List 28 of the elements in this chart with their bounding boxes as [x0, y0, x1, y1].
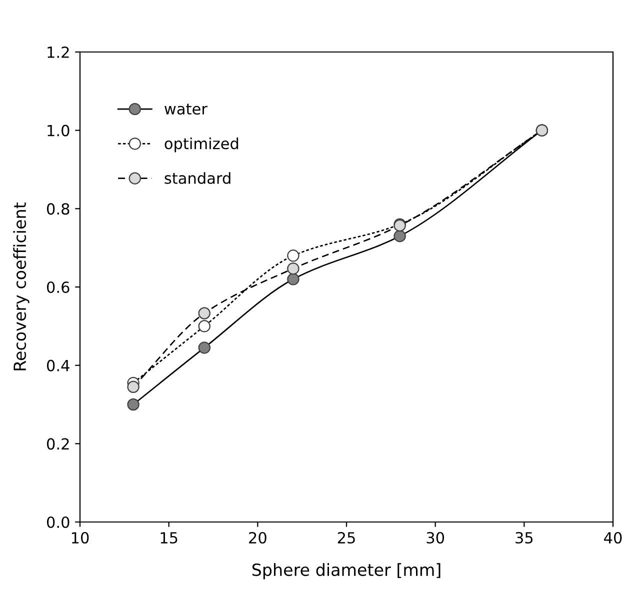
point: [287, 273, 300, 286]
point: [198, 307, 210, 320]
x-tick-label: 40: [604, 532, 622, 544]
point: [198, 320, 210, 332]
y-axis-title: Recovery coefficient: [13, 202, 30, 370]
y-tick-label: 0.8: [46, 203, 70, 215]
point: [127, 398, 140, 411]
x-tick-label: 35: [516, 532, 533, 544]
point: [198, 342, 210, 354]
legend-label: water: [164, 104, 208, 115]
y-tick-label: 0.6: [46, 281, 70, 294]
point: [287, 262, 300, 275]
y-tick-label: 0.4: [46, 360, 70, 372]
x-tick-label: 20: [249, 532, 266, 544]
point: [394, 230, 406, 242]
legend-label: standard: [164, 172, 230, 184]
point: [287, 250, 300, 262]
x-tick-label: 30: [426, 532, 444, 544]
legend-label: optimized: [164, 137, 238, 152]
x-tick-label: 25: [338, 532, 355, 544]
x-axis-title: Sphere diameter [mm]: [252, 563, 440, 580]
y-tick-label: 1.2: [48, 46, 69, 58]
x-tick-label: 10: [72, 532, 89, 544]
point: [127, 380, 140, 393]
x-tick-label: 15: [160, 532, 178, 544]
y-tick-label: 1.0: [48, 124, 70, 136]
y-tick-label: 0.2: [46, 438, 69, 450]
y-tick-label: 0.0: [46, 516, 70, 528]
